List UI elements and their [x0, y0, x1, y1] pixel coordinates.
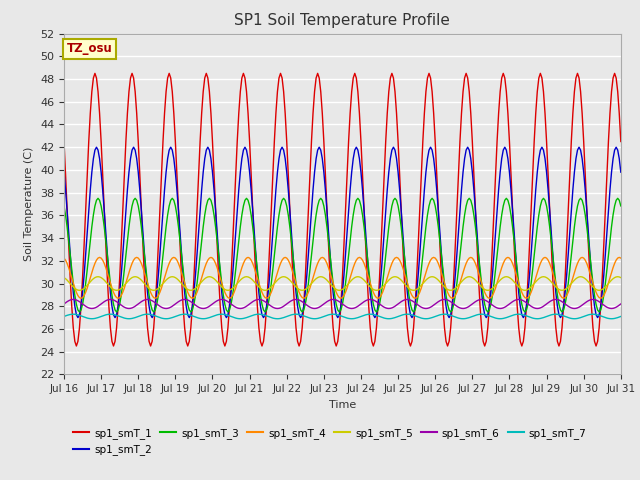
sp1_smT_5 [399, 279, 406, 285]
sp1_smT_3 [380, 267, 388, 273]
sp1_smT_2 [74, 315, 82, 321]
sp1_smT_5 [167, 274, 175, 280]
sp1_smT_7 [77, 313, 85, 319]
sp1_smT_6 [399, 298, 406, 304]
Text: TZ_osu: TZ_osu [67, 42, 113, 55]
sp1_smT_3 [94, 195, 102, 201]
sp1_smT_5 [412, 287, 419, 293]
sp1_smT_7 [399, 312, 406, 318]
sp1_smT_2 [60, 169, 68, 175]
Line: sp1_smT_3: sp1_smT_3 [64, 198, 621, 312]
sp1_smT_4 [96, 254, 104, 260]
sp1_smT_6 [412, 300, 419, 306]
sp1_smT_6 [552, 297, 559, 302]
sp1_smT_4 [617, 255, 625, 261]
sp1_smT_2 [77, 303, 85, 309]
sp1_smT_5 [94, 274, 102, 279]
sp1_smT_7 [60, 313, 68, 319]
sp1_smT_7 [167, 315, 175, 321]
sp1_smT_7 [412, 313, 419, 319]
Y-axis label: Soil Temperature (C): Soil Temperature (C) [24, 147, 35, 261]
sp1_smT_1 [380, 171, 388, 177]
sp1_smT_1 [60, 139, 68, 144]
Line: sp1_smT_1: sp1_smT_1 [64, 73, 621, 346]
sp1_smT_2 [167, 144, 175, 150]
sp1_smT_1 [617, 139, 625, 144]
sp1_smT_1 [399, 242, 406, 248]
Line: sp1_smT_7: sp1_smT_7 [64, 314, 621, 319]
sp1_smT_2 [380, 229, 388, 235]
sp1_smT_6 [69, 297, 77, 302]
sp1_smT_7 [380, 315, 388, 321]
sp1_smT_6 [60, 301, 68, 307]
sp1_smT_4 [167, 257, 175, 263]
sp1_smT_7 [552, 312, 559, 317]
sp1_smT_1 [91, 71, 99, 76]
sp1_smT_1 [167, 75, 175, 81]
sp1_smT_3 [617, 203, 625, 209]
sp1_smT_4 [399, 265, 406, 271]
sp1_smT_1 [412, 303, 419, 309]
sp1_smT_5 [77, 287, 85, 293]
sp1_smT_6 [167, 304, 175, 310]
sp1_smT_4 [412, 295, 419, 301]
sp1_smT_3 [60, 203, 68, 209]
Line: sp1_smT_6: sp1_smT_6 [64, 300, 621, 309]
sp1_smT_3 [399, 238, 406, 243]
Line: sp1_smT_2: sp1_smT_2 [64, 147, 621, 318]
Title: SP1 Soil Temperature Profile: SP1 Soil Temperature Profile [234, 13, 451, 28]
sp1_smT_5 [380, 282, 388, 288]
sp1_smT_4 [552, 280, 559, 286]
sp1_smT_6 [77, 300, 85, 306]
sp1_smT_7 [88, 316, 96, 322]
sp1_smT_3 [552, 281, 559, 287]
sp1_smT_5 [76, 288, 83, 293]
sp1_smT_6 [380, 304, 388, 310]
Line: sp1_smT_4: sp1_smT_4 [64, 257, 621, 298]
sp1_smT_7 [69, 312, 77, 317]
sp1_smT_1 [77, 303, 85, 309]
sp1_smT_2 [552, 290, 559, 296]
sp1_smT_2 [617, 169, 625, 175]
sp1_smT_5 [60, 275, 68, 280]
sp1_smT_5 [552, 284, 559, 290]
sp1_smT_4 [77, 295, 85, 301]
sp1_smT_2 [399, 229, 406, 235]
sp1_smT_2 [412, 303, 419, 309]
sp1_smT_1 [72, 343, 80, 349]
sp1_smT_5 [617, 275, 625, 280]
sp1_smT_7 [617, 313, 625, 319]
sp1_smT_3 [412, 307, 419, 313]
sp1_smT_1 [552, 325, 559, 331]
sp1_smT_3 [77, 307, 85, 313]
sp1_smT_4 [76, 295, 83, 300]
sp1_smT_4 [380, 285, 388, 291]
sp1_smT_2 [93, 144, 100, 150]
sp1_smT_3 [76, 309, 83, 315]
sp1_smT_3 [167, 197, 175, 203]
Line: sp1_smT_5: sp1_smT_5 [64, 276, 621, 290]
sp1_smT_6 [88, 306, 96, 312]
Legend: sp1_smT_1, sp1_smT_2, sp1_smT_3, sp1_smT_4, sp1_smT_5, sp1_smT_6, sp1_smT_7: sp1_smT_1, sp1_smT_2, sp1_smT_3, sp1_smT… [69, 424, 591, 459]
sp1_smT_4 [60, 255, 68, 261]
sp1_smT_6 [617, 301, 625, 307]
X-axis label: Time: Time [329, 400, 356, 409]
